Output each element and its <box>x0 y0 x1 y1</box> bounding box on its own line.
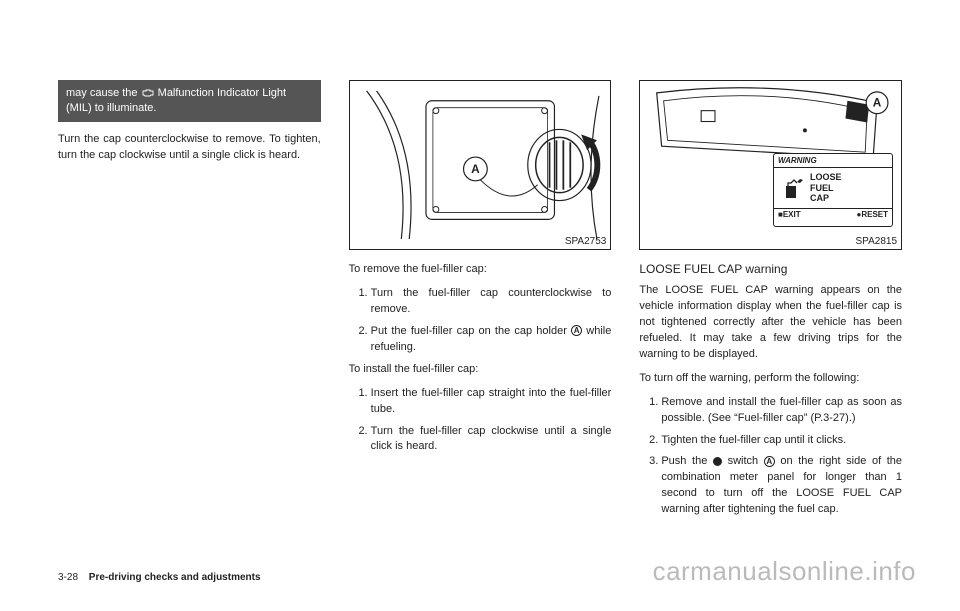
figure-spa2753: A SPA2753 <box>349 80 612 250</box>
install-intro: To install the fuel-filler cap: <box>349 362 612 378</box>
mil-warning-box: may cause the Malfunction Indicator Ligh… <box>58 80 321 122</box>
column-3: A WARNING LOOSE FUEL CAP <box>639 80 902 550</box>
a-marker-icon: A <box>764 456 775 467</box>
screen-title: WARNING <box>774 154 892 168</box>
screen-exit: ■EXIT <box>778 210 801 219</box>
remove-intro: To remove the fuel-filler cap: <box>349 262 612 278</box>
turnoff-steps: Remove and install the fuel-filler cap a… <box>639 395 902 519</box>
engine-icon <box>141 88 155 98</box>
page-number: 3-28 <box>58 572 78 583</box>
screen-message: LOOSE FUEL CAP <box>810 172 842 204</box>
dot-icon <box>713 457 722 466</box>
section-title: Pre-driving checks and adjustments <box>89 572 261 583</box>
column-2: A SPA2753 To remove the fuel-filler cap:… <box>349 80 612 550</box>
page-footer: 3-28 Pre-driving checks and adjustments <box>58 572 261 583</box>
install-step-2: Turn the fuel-filler cap clockwise until… <box>371 424 612 456</box>
remove-step-2: Put the fuel-filler cap on the cap holde… <box>371 324 612 356</box>
loose-cap-heading: LOOSE FUEL CAP warning <box>639 262 902 276</box>
warning-screen: WARNING LOOSE FUEL CAP ■EXIT ●RESE <box>773 153 893 227</box>
figure-label-spa2815: SPA2815 <box>856 236 898 247</box>
col1-paragraph: Turn the cap counterclockwise to remove.… <box>58 132 321 164</box>
turnoff-step-3: Push the switch A on the right side of t… <box>661 454 902 518</box>
column-1: may cause the Malfunction Indicator Ligh… <box>58 80 321 550</box>
page-columns: may cause the Malfunction Indicator Ligh… <box>58 80 902 550</box>
loose-cap-para2: To turn off the warning, perform the fol… <box>639 371 902 387</box>
install-step-1: Insert the fuel-filler cap straight into… <box>371 386 612 418</box>
fuel-door-illustration: A <box>350 81 611 249</box>
a-marker-icon: A <box>571 325 582 336</box>
remove-step-1: Turn the fuel-filler cap counterclockwis… <box>371 286 612 318</box>
remove-steps: Turn the fuel-filler cap counterclockwis… <box>349 286 612 356</box>
warning-text-1: may cause the <box>66 87 141 99</box>
figure-label-spa2753: SPA2753 <box>565 236 607 247</box>
watermark: carmanualsonline.info <box>653 556 916 587</box>
install-steps: Insert the fuel-filler cap straight into… <box>349 386 612 456</box>
fuel-cap-icon <box>778 174 806 202</box>
figure-spa2815: A WARNING LOOSE FUEL CAP <box>639 80 902 250</box>
svg-text:A: A <box>471 162 480 176</box>
turnoff-step-2: Tighten the fuel-filler cap until it cli… <box>661 433 902 449</box>
turnoff-step-1: Remove and install the fuel-filler cap a… <box>661 395 902 427</box>
svg-text:A: A <box>873 96 882 110</box>
loose-cap-para1: The LOOSE FUEL CAP warning appears on th… <box>639 283 902 363</box>
screen-reset: ●RESET <box>857 210 889 219</box>
